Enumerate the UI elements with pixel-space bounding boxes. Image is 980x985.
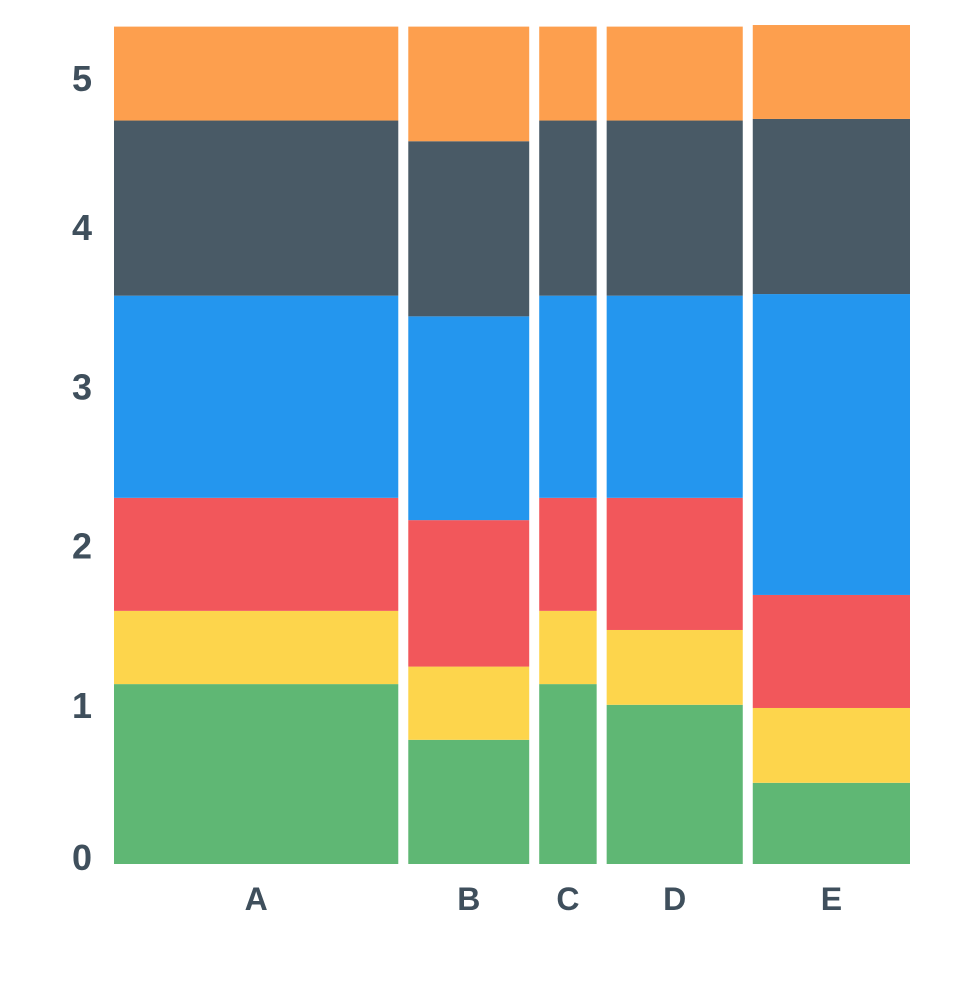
bar-segment-c-4 — [539, 295, 597, 498]
bar-segment-e-5 — [752, 118, 910, 295]
bar-segment-e-2 — [752, 707, 910, 783]
bar-segment-a-6 — [114, 26, 399, 121]
y-tick-label-2: 2 — [72, 526, 92, 567]
bar-segment-a-4 — [114, 295, 399, 498]
bar-segment-a-5 — [114, 120, 399, 296]
bar-segment-a-2 — [114, 610, 399, 685]
bar-segment-b-5 — [408, 141, 530, 317]
bar-segment-c-2 — [539, 610, 597, 685]
y-tick-label-5: 5 — [72, 58, 92, 99]
bar-segment-d-6 — [606, 26, 743, 121]
bar-segment-c-3 — [539, 497, 597, 611]
bar-segment-c-1 — [539, 684, 597, 864]
bar-segment-d-3 — [606, 497, 743, 630]
bar-segment-e-4 — [752, 294, 910, 595]
x-tick-label-e: E — [821, 881, 842, 917]
y-axis-ticks: 0 1 2 3 4 5 — [72, 58, 92, 878]
bar-segment-d-4 — [606, 295, 743, 498]
y-tick-label-4: 4 — [72, 207, 92, 248]
x-tick-label-c: C — [556, 881, 579, 917]
bar-segment-e-3 — [752, 594, 910, 708]
x-axis-ticks: A B C D E — [245, 881, 842, 917]
bars-group — [114, 25, 910, 864]
bar-segment-a-1 — [114, 684, 399, 864]
bar-segment-b-6 — [408, 26, 530, 142]
y-tick-label-3: 3 — [72, 366, 92, 407]
bar-segment-d-5 — [606, 120, 743, 296]
x-tick-label-b: B — [457, 881, 480, 917]
bar-segment-b-2 — [408, 666, 530, 740]
x-tick-label-d: D — [663, 881, 686, 917]
bar-segment-a-3 — [114, 497, 399, 611]
bar-segment-c-5 — [539, 120, 597, 296]
bar-segment-d-1 — [606, 704, 743, 864]
x-tick-label-a: A — [245, 881, 268, 917]
bar-segment-c-6 — [539, 26, 597, 121]
y-tick-label-1: 1 — [72, 685, 92, 726]
bar-segment-b-1 — [408, 739, 530, 864]
bar-segment-e-6 — [752, 25, 910, 119]
bar-segment-b-3 — [408, 520, 530, 667]
y-tick-label-0: 0 — [72, 837, 92, 878]
bar-segment-b-4 — [408, 316, 530, 521]
bar-segment-e-1 — [752, 782, 910, 864]
bar-segment-d-2 — [606, 629, 743, 705]
